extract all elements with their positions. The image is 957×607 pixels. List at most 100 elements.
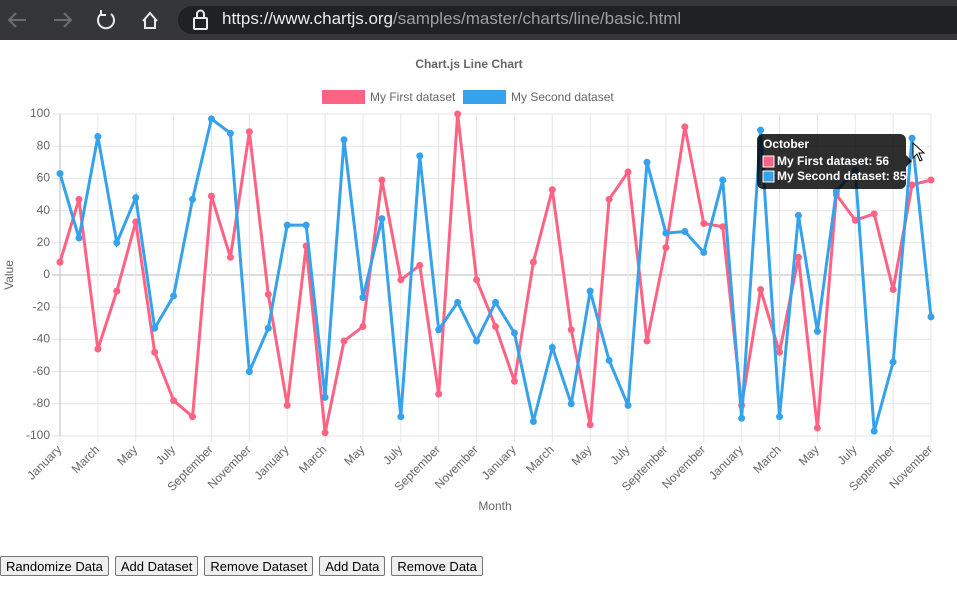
x-tick-label: July	[380, 442, 405, 467]
data-point	[75, 234, 83, 242]
data-point	[454, 110, 462, 118]
data-point	[189, 195, 197, 203]
data-point	[245, 128, 253, 136]
data-point	[189, 413, 197, 421]
legend-swatch	[322, 90, 365, 104]
data-point	[302, 221, 310, 229]
x-tick-label: March	[523, 442, 556, 475]
data-point	[908, 134, 916, 142]
data-point	[681, 123, 689, 131]
data-point	[113, 239, 121, 247]
data-point	[700, 219, 708, 227]
data-point	[473, 337, 481, 345]
button-row: Randomize Data Add Dataset Remove Dataset A…	[0, 556, 483, 576]
data-point	[170, 397, 178, 405]
data-point	[226, 129, 234, 137]
button[interactable]: Remove Data	[391, 556, 483, 576]
data-point	[226, 253, 234, 261]
data-point	[510, 329, 518, 337]
data-point	[832, 187, 840, 195]
x-tick-label: July	[153, 442, 178, 467]
browser-toolbar: https://www.chartjs.org/samples/master/c…	[0, 0, 957, 40]
data-point	[738, 414, 746, 422]
data-point	[776, 413, 784, 421]
y-tick-label: -40	[33, 332, 51, 346]
url-host: www.chartjs.org	[273, 9, 394, 28]
data-point	[378, 176, 386, 184]
legend-label: My Second dataset	[511, 90, 614, 104]
tooltip-swatch	[762, 170, 775, 183]
button[interactable]: Add Dataset	[114, 556, 199, 576]
url-path: /samples/master/charts/line/basic.html	[393, 9, 682, 28]
x-tick-label: May	[114, 442, 140, 468]
data-point	[719, 176, 727, 184]
data-point	[567, 400, 575, 408]
data-point	[435, 390, 443, 398]
data-point	[397, 413, 405, 421]
data-point	[75, 195, 83, 203]
x-tick-label: July	[607, 442, 632, 467]
data-point	[151, 324, 159, 332]
data-point	[851, 216, 859, 224]
button[interactable]: Randomize Data	[0, 556, 109, 576]
x-tick-label: March	[750, 442, 783, 475]
x-tick-label: January	[479, 442, 519, 482]
data-point	[245, 368, 253, 376]
tooltip-line: My First dataset: 56	[777, 154, 889, 168]
data-point	[813, 424, 821, 432]
data-point	[207, 115, 215, 123]
legend-swatch	[463, 90, 506, 104]
tooltip-title: October	[763, 137, 809, 151]
button[interactable]: Add Data	[319, 556, 386, 576]
home-icon[interactable]	[142, 11, 158, 29]
data-point	[416, 261, 424, 269]
data-point	[56, 170, 64, 178]
data-point	[321, 429, 329, 437]
url-scheme: https://	[222, 9, 274, 28]
x-tick-label: May	[796, 442, 822, 468]
data-point	[94, 133, 102, 141]
data-point	[643, 158, 651, 166]
data-point	[340, 337, 348, 345]
data-point	[378, 215, 386, 223]
chart: Chart.js Line Chart Month Value -100 -80 -…	[2, 57, 935, 513]
data-point	[548, 186, 556, 194]
back-icon[interactable]	[7, 12, 26, 28]
data-point	[207, 192, 215, 200]
tooltip-line: My Second dataset: 85	[777, 169, 907, 183]
mouse-cursor	[912, 141, 926, 162]
data-point	[870, 210, 878, 218]
x-tick-label: January	[706, 442, 746, 482]
data-point	[94, 345, 102, 353]
x-tick-label: May	[569, 442, 595, 468]
data-point	[340, 136, 348, 144]
address-bar[interactable]	[178, 6, 957, 34]
reload-icon[interactable]	[97, 10, 115, 30]
x-tick-label: March	[296, 442, 329, 475]
button[interactable]: Remove Dataset	[204, 556, 314, 576]
y-tick-label: 100	[30, 106, 50, 120]
data-point	[397, 276, 405, 284]
y-tick-label: 20	[37, 235, 51, 249]
data-point	[454, 298, 462, 306]
y-tick-label: 80	[37, 138, 51, 152]
x-tick-label: July	[835, 442, 860, 467]
url: https://www.chartjs.org/samples/master/c…	[222, 9, 681, 29]
data-point	[492, 323, 499, 331]
nav-icons	[7, 10, 158, 30]
data-point	[908, 181, 916, 189]
forward-icon[interactable]	[54, 12, 73, 28]
data-point	[889, 285, 897, 293]
y-tick-label: 0	[43, 267, 50, 281]
data-point	[510, 377, 518, 385]
data-point	[794, 211, 802, 219]
data-point	[151, 348, 159, 356]
data-point	[794, 253, 802, 261]
lock-icon	[193, 9, 208, 30]
data-point	[776, 348, 784, 356]
data-point	[113, 287, 121, 295]
data-point	[813, 327, 821, 335]
data-point	[283, 221, 291, 229]
data-point	[870, 427, 878, 435]
